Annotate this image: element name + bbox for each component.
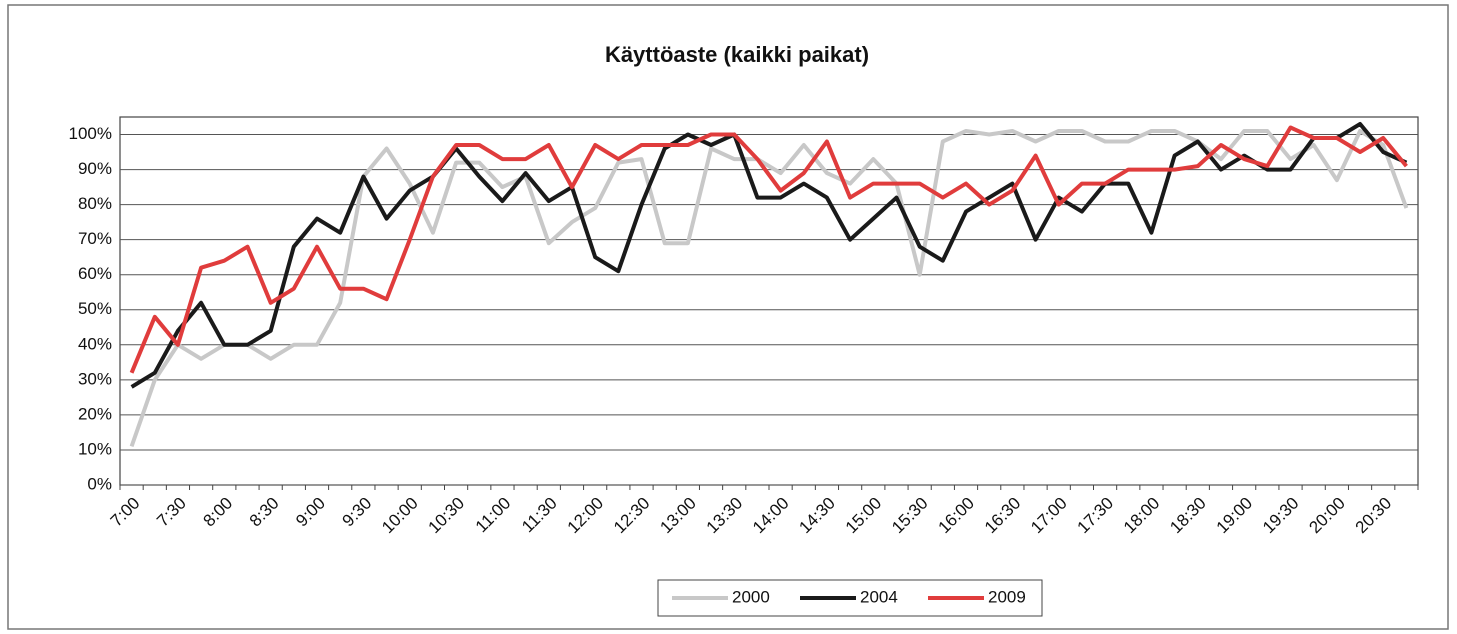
series-line bbox=[130, 122, 1408, 389]
y-tick-label: 60% bbox=[78, 264, 112, 283]
y-tick-label: 40% bbox=[78, 334, 112, 353]
series-line bbox=[129, 125, 1408, 374]
y-tick-label: 70% bbox=[78, 229, 112, 248]
y-tick-label: 20% bbox=[78, 404, 112, 423]
legend-label: 2000 bbox=[732, 587, 770, 606]
y-tick-label: 90% bbox=[78, 159, 112, 178]
y-tick-label: 80% bbox=[78, 194, 112, 213]
y-tick-label: 50% bbox=[78, 299, 112, 318]
legend-label: 2009 bbox=[988, 587, 1026, 606]
y-tick-label: 30% bbox=[78, 369, 112, 388]
plot-area bbox=[119, 116, 1419, 486]
legend-label: 2004 bbox=[860, 587, 898, 606]
y-tick-label: 0% bbox=[87, 474, 112, 493]
series-line bbox=[129, 129, 1409, 448]
chart-title: Käyttöaste (kaikki paikat) bbox=[605, 42, 869, 67]
y-tick-label: 10% bbox=[78, 439, 112, 458]
y-tick-label: 100% bbox=[69, 124, 112, 143]
